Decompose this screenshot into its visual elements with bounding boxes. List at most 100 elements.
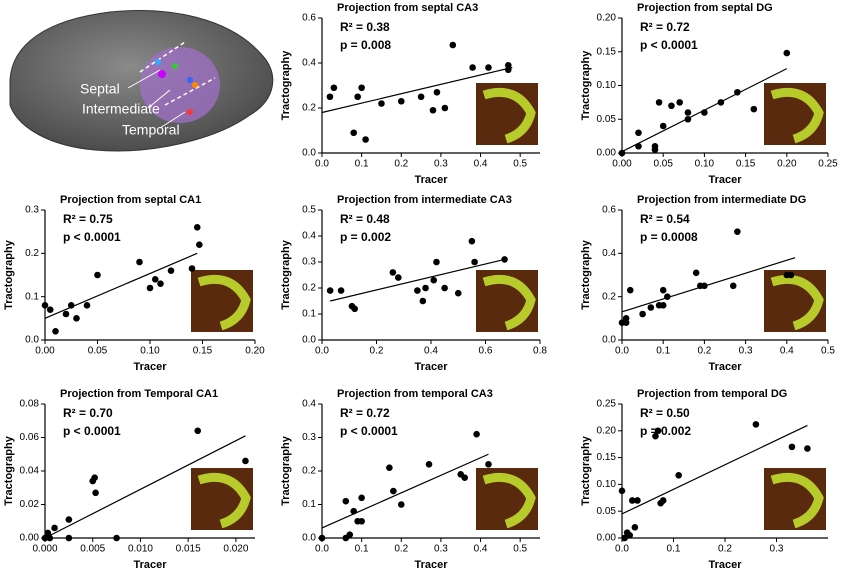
data-point bbox=[362, 136, 369, 143]
y-tick-label: 0.02 bbox=[20, 499, 40, 510]
inset-image bbox=[770, 274, 824, 331]
data-point bbox=[504, 66, 512, 74]
data-point bbox=[651, 146, 659, 153]
x-tick-label: 0.20 bbox=[245, 346, 265, 357]
trend-line bbox=[621, 257, 796, 313]
y-tick-label: 0.10 bbox=[597, 479, 617, 490]
y-tick-label: 0.0 bbox=[25, 335, 39, 346]
x-tick-label: 0.2 bbox=[370, 346, 384, 357]
inset-image bbox=[770, 87, 824, 144]
data-point bbox=[676, 99, 683, 106]
y-tick-label: 0.3 bbox=[25, 205, 39, 216]
x-axis-label: Tracer bbox=[708, 559, 742, 571]
y-tick-label: 0.6 bbox=[302, 13, 316, 24]
chart-title: Projection from temporal CA3 bbox=[337, 388, 493, 400]
annotation: p < 0.0001 bbox=[640, 38, 698, 52]
data-point bbox=[469, 64, 476, 71]
chart: Projection from temporal DG R² = 0.50 p = … bbox=[580, 388, 828, 571]
y-axis-label: Tractography bbox=[3, 239, 15, 310]
x-tick-label: 0.5 bbox=[513, 159, 527, 170]
data-point bbox=[429, 106, 437, 114]
chart: Projection from temporal CA3 R² = 0.72 p <… bbox=[280, 388, 540, 571]
x-tick-label: 0.020 bbox=[223, 544, 248, 555]
chart-title: Projection from septal CA1 bbox=[60, 194, 201, 206]
y-tick-label: 0.10 bbox=[597, 80, 617, 91]
y-tick-label: 0.25 bbox=[597, 399, 617, 410]
annotation: R² = 0.54 bbox=[640, 212, 690, 226]
data-point bbox=[73, 315, 80, 322]
data-point bbox=[655, 99, 663, 106]
data-point bbox=[242, 457, 249, 465]
data-point bbox=[647, 304, 655, 311]
y-axis-label: Tractography bbox=[280, 239, 292, 310]
annotation: R² = 0.72 bbox=[640, 20, 690, 34]
data-point bbox=[485, 64, 492, 71]
data-point bbox=[441, 284, 448, 292]
chart: Projection from intermediate CA3 R² = 0.4… bbox=[280, 194, 547, 373]
chart-title: Projection from Temporal CA1 bbox=[60, 388, 218, 400]
x-axis-label: Tracer bbox=[414, 361, 448, 373]
data-point bbox=[188, 265, 196, 272]
x-tick-label: 0.3 bbox=[434, 159, 448, 170]
x-tick-label: 0.4 bbox=[424, 346, 438, 357]
data-point bbox=[659, 497, 667, 504]
data-point bbox=[358, 84, 365, 92]
y-tick-label: 0.20 bbox=[597, 425, 617, 436]
x-tick-label: 0.5 bbox=[513, 544, 527, 555]
y-tick-label: 0.2 bbox=[302, 103, 316, 114]
trend-line bbox=[321, 453, 489, 529]
x-tick-label: 0.4 bbox=[474, 544, 488, 555]
data-point bbox=[65, 534, 73, 542]
data-point bbox=[433, 88, 441, 96]
data-point bbox=[346, 531, 354, 538]
data-point bbox=[461, 474, 468, 482]
trend-line bbox=[321, 66, 513, 114]
data-point bbox=[358, 494, 365, 502]
y-tick-label: 0.4 bbox=[602, 248, 616, 259]
data-point bbox=[397, 97, 405, 105]
annotation: p < 0.0001 bbox=[63, 424, 121, 438]
x-tick-label: 0.000 bbox=[32, 544, 57, 555]
chart-title: Projection from intermediate CA3 bbox=[337, 194, 512, 206]
chart-title: Projection from septal DG bbox=[637, 2, 773, 14]
data-point bbox=[501, 256, 508, 263]
data-point bbox=[668, 102, 675, 110]
x-tick-label: 0.8 bbox=[533, 346, 547, 357]
y-tick-label: 0.2 bbox=[25, 248, 39, 259]
data-point bbox=[684, 109, 692, 116]
y-tick-label: 0.0 bbox=[602, 335, 616, 346]
x-axis-label: Tracer bbox=[414, 559, 448, 571]
y-axis-label: Tractography bbox=[580, 239, 592, 310]
x-tick-label: 0.05 bbox=[88, 346, 108, 357]
data-point bbox=[414, 287, 421, 294]
annotation: R² = 0.48 bbox=[340, 212, 390, 226]
x-tick-label: 0.3 bbox=[739, 346, 753, 357]
data-point bbox=[351, 305, 359, 313]
y-tick-label: 0.4 bbox=[302, 58, 316, 69]
data-point bbox=[471, 258, 478, 266]
data-point bbox=[631, 523, 639, 531]
y-tick-label: 0.00 bbox=[597, 533, 617, 544]
data-point bbox=[664, 293, 671, 300]
x-tick-label: 0.3 bbox=[770, 544, 784, 555]
data-point bbox=[425, 461, 433, 468]
x-tick-label: 0.005 bbox=[80, 544, 105, 555]
y-tick-label: 0.05 bbox=[597, 114, 617, 125]
data-point bbox=[395, 274, 402, 281]
y-tick-label: 0.5 bbox=[302, 205, 316, 216]
marker bbox=[155, 59, 161, 65]
data-point bbox=[330, 84, 338, 92]
y-tick-label: 0.1 bbox=[302, 309, 316, 320]
data-point bbox=[113, 534, 120, 542]
data-point bbox=[804, 445, 811, 452]
y-tick-label: 0.2 bbox=[602, 291, 616, 302]
data-point bbox=[41, 534, 49, 542]
x-tick-label: 0.10 bbox=[140, 346, 160, 357]
x-axis-label: Tracer bbox=[708, 361, 742, 373]
data-point bbox=[618, 487, 626, 495]
annotation: p = 0.002 bbox=[640, 424, 691, 438]
inset-image bbox=[482, 472, 536, 529]
x-axis-label: Tracer bbox=[708, 174, 742, 186]
data-point bbox=[659, 122, 667, 130]
data-point bbox=[65, 516, 73, 523]
